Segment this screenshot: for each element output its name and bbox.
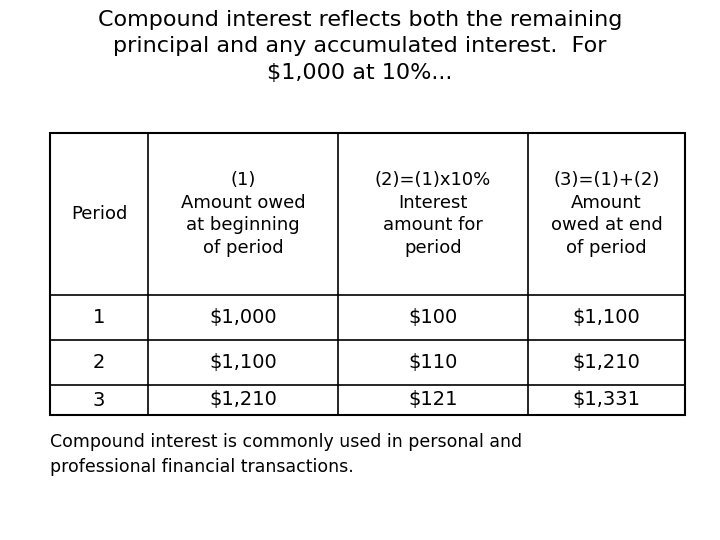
Text: 1: 1	[93, 308, 105, 327]
Text: $1,100: $1,100	[209, 353, 277, 372]
Text: $1,000: $1,000	[210, 308, 276, 327]
Text: Compound interest reflects both the remaining
principal and any accumulated inte: Compound interest reflects both the rema…	[98, 10, 622, 83]
Text: $1,331: $1,331	[572, 390, 641, 409]
Text: 3: 3	[93, 390, 105, 409]
Text: Period: Period	[71, 205, 127, 223]
Text: (1)
Amount owed
at beginning
of period: (1) Amount owed at beginning of period	[181, 171, 305, 258]
Text: $1,210: $1,210	[209, 390, 277, 409]
Text: $1,210: $1,210	[572, 353, 640, 372]
Text: $121: $121	[408, 390, 458, 409]
Text: $1,100: $1,100	[572, 308, 640, 327]
Text: (2)=(1)x10%
Interest
amount for
period: (2)=(1)x10% Interest amount for period	[375, 171, 491, 258]
Bar	[50, 133, 685, 415]
Text: $100: $100	[408, 308, 458, 327]
Text: Compound interest is commonly used in personal and
professional financial transa: Compound interest is commonly used in pe…	[50, 433, 522, 476]
Text: $110: $110	[408, 353, 458, 372]
Text: 2: 2	[93, 353, 105, 372]
Text: (3)=(1)+(2)
Amount
owed at end
of period: (3)=(1)+(2) Amount owed at end of period	[551, 171, 662, 258]
